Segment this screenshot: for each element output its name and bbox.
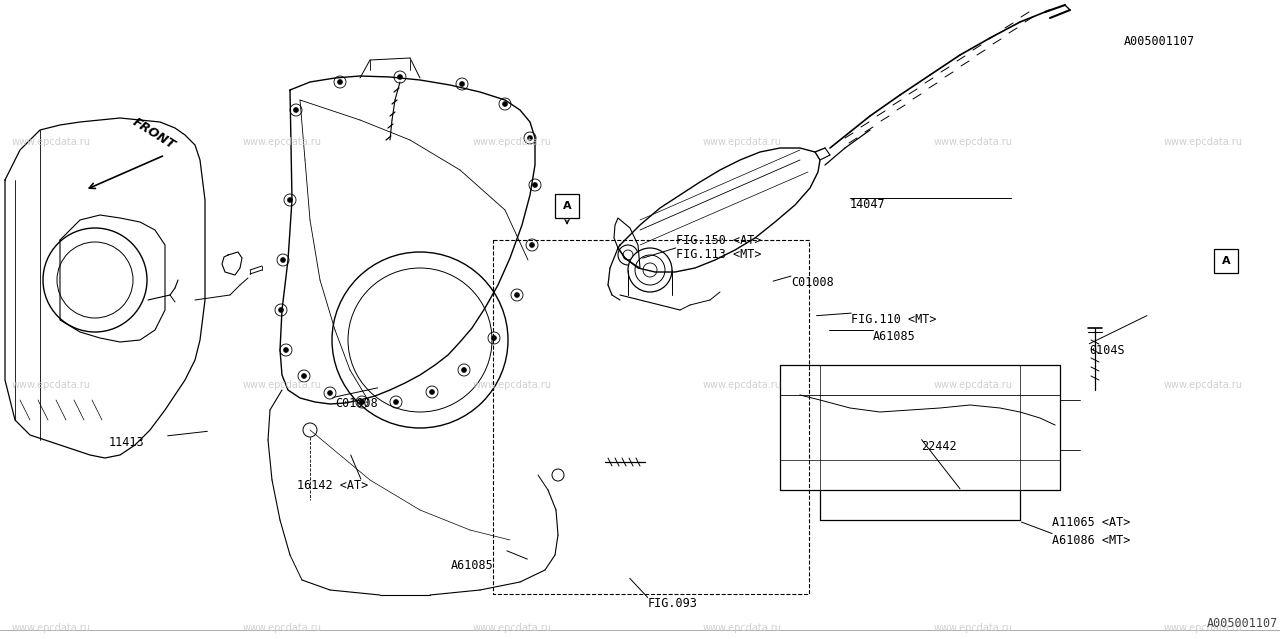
Text: www.epcdata.ru: www.epcdata.ru: [1164, 137, 1243, 148]
Text: A005001107: A005001107: [1207, 617, 1277, 630]
Text: www.epcdata.ru: www.epcdata.ru: [1164, 380, 1243, 390]
Circle shape: [288, 197, 293, 203]
Text: www.epcdata.ru: www.epcdata.ru: [472, 137, 552, 148]
Text: www.epcdata.ru: www.epcdata.ru: [242, 623, 321, 633]
Circle shape: [338, 79, 343, 84]
Circle shape: [527, 135, 532, 141]
Text: A005001107: A005001107: [1124, 35, 1196, 48]
Circle shape: [430, 390, 434, 394]
Text: FIG.110 <MT>: FIG.110 <MT>: [851, 313, 937, 326]
Text: FRONT: FRONT: [131, 116, 178, 152]
Bar: [1215, 249, 1238, 273]
Text: FIG.150 <AT>: FIG.150 <AT>: [676, 234, 762, 247]
Text: A11065 <AT>: A11065 <AT>: [1052, 516, 1130, 529]
Text: A61085: A61085: [873, 330, 915, 343]
Text: A61086 <MT>: A61086 <MT>: [1052, 534, 1130, 546]
Text: www.epcdata.ru: www.epcdata.ru: [12, 623, 91, 633]
Circle shape: [393, 399, 398, 404]
Text: www.epcdata.ru: www.epcdata.ru: [1164, 623, 1243, 633]
Text: FIG.093: FIG.093: [648, 597, 698, 610]
Text: www.epcdata.ru: www.epcdata.ru: [933, 380, 1012, 390]
Text: C01008: C01008: [791, 276, 833, 289]
Text: www.epcdata.ru: www.epcdata.ru: [12, 137, 91, 148]
Text: A: A: [1222, 256, 1230, 266]
Circle shape: [360, 399, 365, 404]
Text: FIG.113 <MT>: FIG.113 <MT>: [676, 248, 762, 261]
Circle shape: [462, 367, 466, 373]
Text: www.epcdata.ru: www.epcdata.ru: [703, 623, 782, 633]
Text: 16142 <AT>: 16142 <AT>: [297, 479, 369, 492]
Circle shape: [628, 248, 672, 292]
Text: www.epcdata.ru: www.epcdata.ru: [12, 380, 91, 390]
Text: www.epcdata.ru: www.epcdata.ru: [242, 380, 321, 390]
Circle shape: [293, 107, 298, 112]
Circle shape: [532, 183, 538, 187]
Circle shape: [302, 374, 306, 378]
Circle shape: [492, 335, 497, 341]
Text: www.epcdata.ru: www.epcdata.ru: [703, 137, 782, 148]
Bar: [556, 194, 579, 218]
Circle shape: [279, 307, 283, 312]
Circle shape: [332, 252, 508, 428]
Text: www.epcdata.ru: www.epcdata.ru: [472, 380, 552, 390]
Circle shape: [398, 75, 402, 79]
Text: www.epcdata.ru: www.epcdata.ru: [933, 137, 1012, 148]
Text: www.epcdata.ru: www.epcdata.ru: [703, 380, 782, 390]
Text: 11413: 11413: [109, 436, 145, 449]
Text: www.epcdata.ru: www.epcdata.ru: [472, 623, 552, 633]
Text: 0104S: 0104S: [1089, 344, 1125, 357]
Circle shape: [460, 82, 465, 86]
Text: C01008: C01008: [335, 397, 378, 410]
Text: www.epcdata.ru: www.epcdata.ru: [242, 137, 321, 148]
Circle shape: [530, 242, 535, 247]
Text: 22442: 22442: [922, 440, 957, 452]
Text: A: A: [563, 201, 571, 211]
Text: A61085: A61085: [451, 559, 493, 572]
Circle shape: [515, 293, 520, 298]
Text: 14047: 14047: [850, 198, 886, 211]
Circle shape: [328, 390, 333, 396]
Circle shape: [283, 348, 288, 353]
Circle shape: [280, 258, 285, 263]
Circle shape: [44, 228, 147, 332]
Text: www.epcdata.ru: www.epcdata.ru: [933, 623, 1012, 633]
Bar: [493, 240, 809, 594]
Circle shape: [503, 102, 507, 107]
